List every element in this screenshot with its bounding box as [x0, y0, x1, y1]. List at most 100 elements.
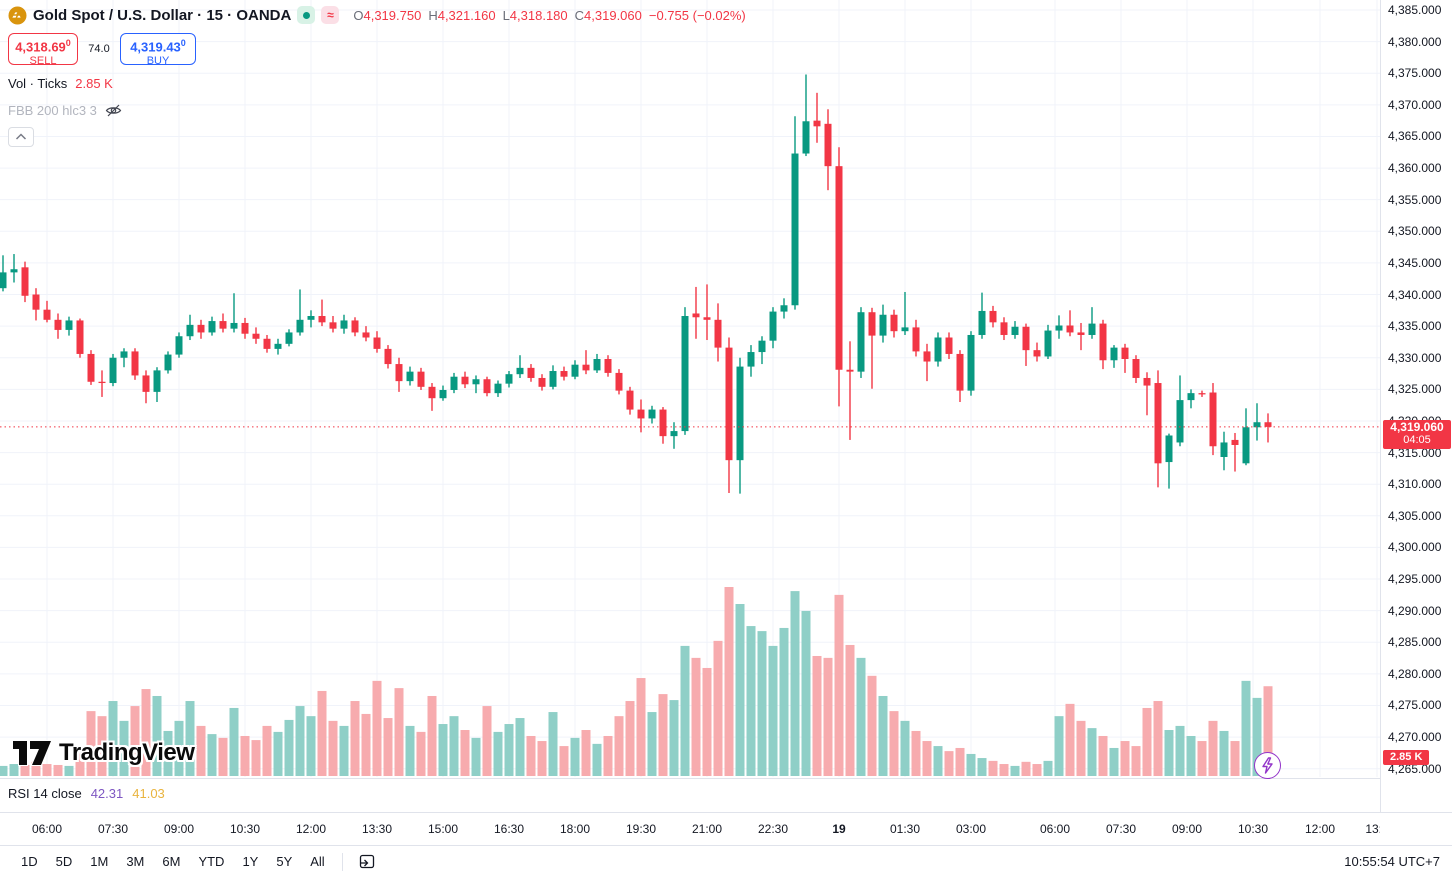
market-status-icon[interactable] — [297, 6, 316, 24]
candle-body — [0, 272, 7, 289]
time-axis-labels: 06:00 07:30 09:00 10:30 12:00 13:30 15:00 16:30… — [0, 813, 1380, 846]
sell-price: 4,318.69 — [15, 39, 66, 55]
volume-indicator-label[interactable]: Vol · Ticks — [8, 75, 68, 91]
range-button-5d[interactable]: 5D — [47, 851, 82, 872]
volume-bar — [339, 725, 349, 776]
candle-body — [1044, 330, 1052, 357]
volume-bar — [493, 731, 503, 776]
volume-bar — [284, 719, 294, 776]
candle-body — [1209, 392, 1217, 447]
range-button-5y[interactable]: 5Y — [267, 851, 301, 872]
price-tick-label: 4,350.000 — [1388, 224, 1442, 239]
time-axis[interactable]: 06:00 07:30 09:00 10:30 12:00 13:30 15:00 16:30… — [0, 812, 1452, 845]
volume-bar — [845, 644, 855, 776]
range-button-all[interactable]: All — [301, 851, 333, 872]
candle-body — [912, 327, 920, 352]
candle-body — [604, 359, 612, 373]
price-tick-label: 4,375.000 — [1388, 66, 1442, 81]
price-tick-label: 4,315.000 — [1388, 445, 1442, 460]
candle-body — [142, 375, 150, 392]
time-tick-label: 12:00 — [295, 822, 327, 836]
volume-bar — [328, 720, 338, 776]
sell-button[interactable]: 4,318.690 SELL — [8, 33, 78, 67]
go-to-date-button[interactable] — [351, 850, 382, 873]
close-label: C — [574, 7, 585, 23]
gold-symbol-icon — [8, 6, 27, 24]
price-tick-label: 4,300.000 — [1388, 540, 1442, 555]
candle-body — [780, 305, 788, 312]
volume-bar — [746, 626, 756, 776]
volume-bar — [900, 720, 910, 776]
symbol-title[interactable]: Gold Spot / U.S. Dollar · 15 · OANDA — [33, 6, 292, 24]
volume-bar — [185, 701, 195, 776]
range-button-1d[interactable]: 1D — [12, 851, 47, 872]
range-button-ytd[interactable]: YTD — [189, 851, 233, 872]
close-value: 4,319.060 — [584, 7, 642, 23]
candle-body — [626, 390, 634, 410]
time-tick-label: 19 — [832, 822, 846, 836]
time-tick-label: 22:30 — [757, 822, 789, 836]
rsi-indicator-label[interactable]: RSI 14 close — [8, 786, 82, 801]
volume-bar — [702, 667, 712, 776]
volume-bar — [812, 655, 822, 776]
candle-body — [351, 320, 359, 333]
candle-body — [428, 386, 436, 399]
volume-bar — [966, 753, 976, 776]
instant-order-lightning-icon[interactable] — [1254, 752, 1281, 779]
fbb-indicator-label[interactable]: FBB 200 hlc3 3 — [8, 102, 97, 118]
volume-bar — [1164, 730, 1174, 776]
volume-bar — [933, 746, 943, 776]
range-button-1y[interactable]: 1Y — [233, 851, 267, 872]
price-tick-label: 4,330.000 — [1388, 350, 1442, 365]
price-tick-label: 4,355.000 — [1388, 192, 1442, 207]
price-axis[interactable]: 4,265.000 4,270.000 4,275.000 4,280.000 4,28… — [1380, 0, 1452, 812]
low-value: 4,318.180 — [509, 7, 568, 23]
eye-off-icon[interactable] — [105, 102, 122, 119]
open-value: 4,319.750 — [363, 7, 422, 23]
time-tick-label: 06:00 — [1039, 822, 1071, 836]
candle-body — [219, 321, 227, 329]
range-button-6m[interactable]: 6M — [153, 851, 189, 872]
volume-bar — [724, 587, 734, 776]
volume-bar — [735, 604, 745, 776]
candle-body — [54, 319, 62, 330]
range-button-1m[interactable]: 1M — [81, 851, 117, 872]
volume-bar — [867, 675, 877, 776]
volume-bar — [97, 716, 107, 776]
volume-bar — [1043, 760, 1053, 776]
rsi-value: 42.31 — [90, 786, 124, 801]
volume-indicator-row: Vol · Ticks 2.85 K — [8, 74, 746, 92]
pane-divider[interactable] — [0, 778, 1452, 779]
candlestick-chart[interactable] — [0, 0, 1380, 812]
buy-button[interactable]: 4,319.430 BUY — [120, 33, 196, 67]
candle-body — [1055, 325, 1063, 331]
candle-body — [395, 364, 403, 382]
candle-body — [1077, 332, 1085, 335]
range-button-3m[interactable]: 3M — [117, 851, 153, 872]
volume-bar — [438, 724, 448, 776]
open-label: O — [353, 7, 364, 23]
candle-body — [1187, 393, 1195, 401]
candle-body — [1011, 326, 1019, 335]
volume-bar — [526, 735, 536, 776]
candle-body — [989, 310, 997, 323]
clock-timezone[interactable]: 10:55:54 UTC+7 — [1344, 854, 1440, 869]
price-tick-label: 4,335.000 — [1388, 319, 1442, 334]
chart-legend: Gold Spot / U.S. Dollar · 15 · OANDA ≈ O… — [8, 4, 746, 147]
time-tick-label: 07:30 — [1105, 822, 1137, 836]
collapse-legend-button[interactable] — [8, 127, 34, 147]
candle-body — [901, 327, 909, 332]
candle-body — [164, 354, 172, 371]
candle-body — [890, 314, 898, 332]
price-tick-label: 4,290.000 — [1388, 603, 1442, 618]
approximate-data-icon[interactable]: ≈ — [321, 6, 340, 24]
volume-bar — [449, 716, 459, 776]
candle-body — [747, 352, 755, 367]
trade-panel: 4,318.690 SELL 74.0 4,319.430 BUY — [8, 33, 746, 67]
volume-bar — [922, 741, 932, 776]
volume-bar — [878, 695, 888, 776]
candle-body — [648, 409, 656, 419]
volume-bar — [1032, 764, 1042, 776]
candle-body — [87, 353, 95, 382]
